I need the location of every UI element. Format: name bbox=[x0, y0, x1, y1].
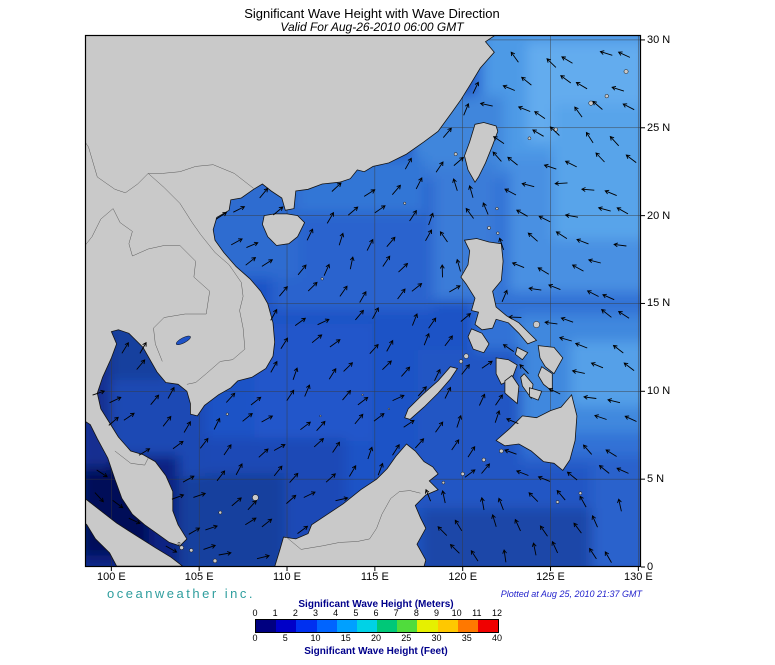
colorbar-segment bbox=[417, 620, 438, 632]
colorbar-segment bbox=[256, 620, 277, 632]
colorbar-tick-meters: 12 bbox=[491, 608, 502, 618]
oceanweather-brand: oceanweather inc. bbox=[107, 586, 256, 601]
colorbar-tick-feet: 35 bbox=[461, 633, 472, 643]
colorbar-segment bbox=[336, 620, 357, 632]
colorbar-segment bbox=[437, 620, 458, 632]
lat-tick-label: 25 N bbox=[647, 121, 671, 134]
chart-valid-time: Valid For Aug-26-2010 06:00 GMT bbox=[280, 20, 464, 34]
colorbar-tick-meters: 6 bbox=[373, 608, 379, 618]
colorbar-tick-meters: 8 bbox=[413, 608, 419, 618]
wave-arrows-layer bbox=[92, 50, 637, 563]
sea-layer bbox=[85, 35, 641, 567]
lon-tick-label: 125 E bbox=[536, 571, 565, 583]
colorbar-tick-meters: 2 bbox=[292, 608, 298, 618]
colorbar-segment bbox=[457, 620, 478, 632]
colorbar-meters-ticks: 0 1 2 3 4 5 6 7 8 9 10 11 12 bbox=[0, 608, 775, 619]
colorbar-tick-feet: 5 bbox=[282, 633, 288, 643]
colorbar-tick-meters: 10 bbox=[451, 608, 462, 618]
lon-tick-label: 100 E bbox=[96, 571, 126, 583]
colorbar-tick-meters: 0 bbox=[252, 608, 258, 618]
lon-tick-label: 115 E bbox=[360, 571, 389, 583]
chart-title: Significant Wave Height with Wave Direct… bbox=[244, 6, 500, 21]
lat-tick-label: 0 bbox=[647, 561, 654, 573]
colorbar-segment bbox=[477, 620, 499, 632]
colorbar-tick-meters: 1 bbox=[272, 608, 278, 618]
wave-region-philippine-sea-east-2 bbox=[570, 341, 641, 407]
colorbar-tick-feet: 10 bbox=[310, 633, 321, 643]
lon-tick-label: 120 E bbox=[448, 571, 478, 583]
axis-ticks bbox=[110, 39, 645, 571]
colorbar bbox=[255, 619, 499, 633]
plotted-timestamp: Plotted at Aug 25, 2010 21:37 GMT bbox=[500, 589, 642, 599]
colorbar-tick-meters: 11 bbox=[472, 608, 482, 618]
colorbar-tick-meters: 4 bbox=[333, 608, 339, 618]
colorbar-tick-feet: 30 bbox=[431, 633, 442, 643]
wave-height-field bbox=[85, 35, 641, 567]
lon-tick-label: 110 E bbox=[273, 571, 301, 583]
colorbar-tick-meters: 5 bbox=[353, 608, 359, 618]
lat-tick-label: 5 N bbox=[647, 473, 665, 486]
wave-region-celebes-south bbox=[421, 508, 592, 567]
lat-tick-label: 20 N bbox=[647, 209, 671, 222]
lat-tick-label: 10 N bbox=[647, 385, 671, 398]
colorbar-meters-label: Significant Wave Height (Meters) bbox=[298, 599, 454, 610]
colorbar-segment bbox=[397, 620, 418, 632]
colorbar-tick-feet: 15 bbox=[340, 633, 351, 643]
map-frame bbox=[84, 34, 642, 568]
colorbar-tick-feet: 40 bbox=[491, 633, 502, 643]
wave-region-karimata bbox=[175, 473, 285, 567]
colorbar-segment bbox=[356, 620, 378, 632]
country-borders bbox=[85, 141, 421, 550]
colorbar-segment bbox=[377, 620, 398, 632]
colorbar-feet-label: Significant Wave Height (Feet) bbox=[304, 646, 448, 657]
colorbar-tick-feet: 25 bbox=[401, 633, 412, 643]
lon-tick-label: 130 E bbox=[623, 571, 653, 583]
colorbar-tick-feet: 0 bbox=[252, 633, 258, 643]
lat-tick-label: 15 N bbox=[647, 297, 671, 310]
colorbar-tick-meters: 7 bbox=[393, 608, 399, 618]
colorbar-tick-feet: 20 bbox=[370, 633, 381, 643]
colorbar-tick-meters: 3 bbox=[312, 608, 318, 618]
lake-tonle-sap bbox=[175, 335, 191, 346]
colorbar-tick-meters: 9 bbox=[433, 608, 439, 618]
colorbar-segment bbox=[316, 620, 337, 632]
lon-tick-label: 105 E bbox=[184, 571, 214, 583]
colorbar-feet-ticks: 0 5 10 15 20 25 30 35 40 bbox=[0, 633, 775, 644]
map-canvas bbox=[84, 34, 645, 571]
colorbar-segment bbox=[276, 620, 297, 632]
lat-tick-label: 30 N bbox=[647, 33, 671, 46]
land-layer bbox=[85, 35, 629, 567]
wave-region-philippine-sea-streak bbox=[553, 104, 641, 240]
colorbar-segment bbox=[296, 620, 317, 632]
